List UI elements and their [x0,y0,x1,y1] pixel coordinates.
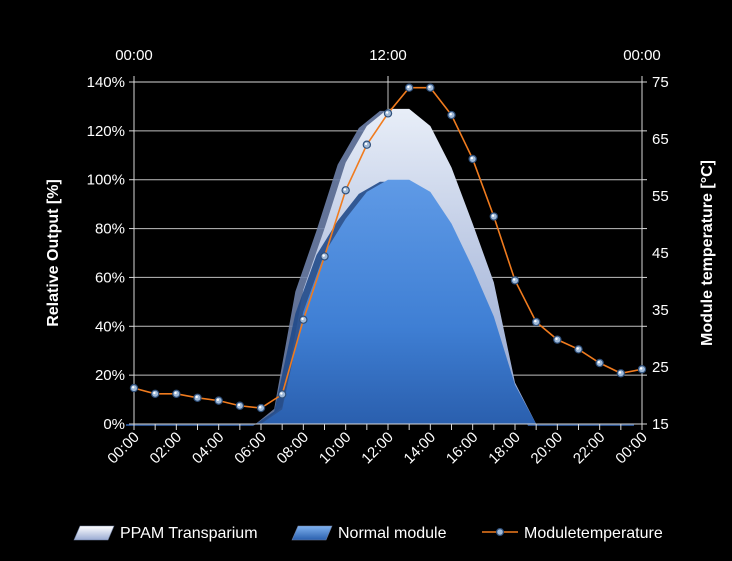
x-tick-label: 12:00 [358,429,397,468]
y-tick-label-left: 40% [95,318,125,335]
data-point-highlight [280,392,283,395]
y-tick-label-right: 45 [652,245,669,262]
x-tick-label: 14:00 [401,429,440,468]
area-normal-module [134,179,642,424]
data-point-highlight [513,278,516,281]
legend-swatch-ppam-transparium [73,525,115,541]
y-tick-label-right: 25 [652,359,669,376]
y-tick-label-right: 35 [652,302,669,319]
top-axis-label: 00:00 [115,47,153,64]
x-tick-label: 06:00 [231,429,270,468]
data-point-highlight [555,337,558,341]
legend: PPAM Transparium Normal module Moduletempe… [73,525,663,542]
y-tick-label-left: 140% [87,74,125,91]
legend-label: Normal module [338,525,447,542]
x-tick-label: 00:00 [612,429,651,468]
data-point-highlight [386,111,389,114]
data-point-highlight [195,395,198,399]
data-point-highlight [322,254,325,257]
x-tick-label: 22:00 [570,429,609,468]
y-tick-label-right: 15 [652,416,669,433]
data-point-highlight [428,85,431,89]
area-layer [126,108,642,426]
y-tick-label-right: 65 [652,131,669,148]
data-point-highlight [597,361,601,364]
y-tick-label-left: 80% [95,221,125,238]
legend-marker-moduletemperature [496,527,505,536]
data-point-highlight [618,371,622,374]
y-tick-label-left: 100% [87,172,125,189]
data-point-highlight [449,113,452,116]
y-tick-label-left: 0% [103,416,125,433]
data-point-highlight [343,188,347,191]
y-tick-label-right: 55 [652,188,669,205]
x-tick-label: 20:00 [528,429,567,468]
legend-label: PPAM Transparium [120,525,258,542]
data-point-highlight [132,386,135,389]
data-point-highlight [153,391,156,395]
y-tick-label-right: 75 [652,74,669,91]
data-point-highlight [174,391,177,395]
x-tick-label: 18:00 [485,429,524,468]
data-point-highlight [491,214,495,217]
x-tick-label: 04:00 [189,429,228,468]
data-point-highlight [534,319,537,323]
y-tick-label-left: 120% [87,123,125,140]
legend-label: Moduletemperature [524,525,663,542]
data-point-highlight [237,403,241,407]
axis-layer [129,76,647,430]
x-tick-label: 08:00 [274,429,313,468]
y-axis-title-left: Relative Output [%] [45,179,62,327]
data-point-highlight [470,156,474,160]
data-point-highlight [576,347,579,350]
x-tick-label: 02:00 [147,429,186,468]
legend-swatch-normal-module [291,525,333,541]
x-tick-label: 10:00 [316,429,355,468]
y-tick-label-left: 60% [95,269,125,286]
data-point-highlight [640,367,643,370]
data-point-highlight [364,142,368,146]
y-axis-title-right: Module temperature [°C] [699,160,716,346]
data-point-highlight [407,85,410,89]
line-layer [129,83,647,413]
top-axis-label: 00:00 [623,47,661,64]
data-point-highlight [301,317,304,321]
top-axis-label: 12:00 [369,47,407,64]
y-tick-label-left: 20% [95,367,125,384]
data-point-highlight [259,406,262,409]
data-point-highlight [216,398,220,402]
x-tick-label: 16:00 [443,429,482,468]
x-tick-label: 00:00 [104,429,143,468]
